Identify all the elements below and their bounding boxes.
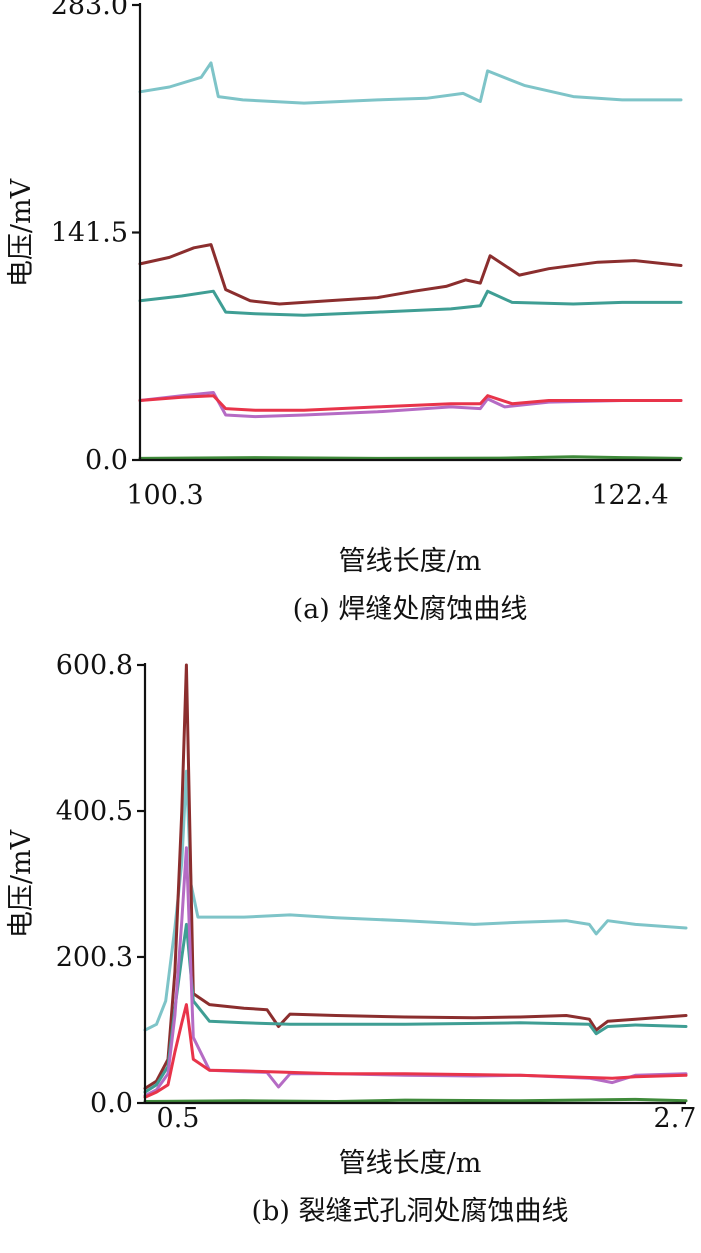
chart-panel-a: 0.0 141.5 283.0 100.3 122.4 电压/mV 管线长度/m (a) 焊缝… <box>6 0 683 625</box>
y-axis-label: 电压/mV <box>6 178 37 287</box>
y-tick-label: 141.5 <box>51 218 128 249</box>
series-line-5 <box>138 394 683 412</box>
x-tick-label: 0.5 <box>157 1103 200 1134</box>
y-tick-label: 283.0 <box>51 0 128 21</box>
x-axis-label: 管线长度/m <box>339 1148 482 1179</box>
y-tick-label: 0.0 <box>85 445 128 476</box>
series-line-6 <box>143 1097 688 1103</box>
series-line-5 <box>143 1003 688 1099</box>
x-tick-label: 2.7 <box>654 1103 697 1134</box>
series-line-3 <box>138 289 683 317</box>
x-tick-label: 100.3 <box>126 480 203 511</box>
chart-panel-b: 0.0 200.3 400.5 600.8 0.5 2.7 电压/mV 管线长度/m (b) 裂… <box>6 650 696 1227</box>
series-line-4 <box>143 846 688 1098</box>
chart-caption: (a) 焊缝处腐蚀曲线 <box>293 594 528 625</box>
x-tick-label: 122.4 <box>591 480 668 511</box>
y-axis-label: 电压/mV <box>6 829 37 938</box>
y-tick-label: 400.5 <box>56 796 133 827</box>
series-line-2 <box>143 663 688 1090</box>
x-axis-label: 管线长度/m <box>339 546 482 577</box>
series-line-1 <box>138 61 683 105</box>
y-tick-label: 200.3 <box>56 942 133 973</box>
series-line-2 <box>138 243 683 306</box>
y-tick-label: 0.0 <box>90 1088 133 1119</box>
series-line-6 <box>138 455 683 460</box>
series-line-1 <box>143 769 688 1032</box>
series-line-3 <box>143 922 688 1094</box>
chart-caption: (b) 裂缝式孔洞处腐蚀曲线 <box>252 1196 569 1227</box>
y-tick-label: 600.8 <box>56 650 133 681</box>
